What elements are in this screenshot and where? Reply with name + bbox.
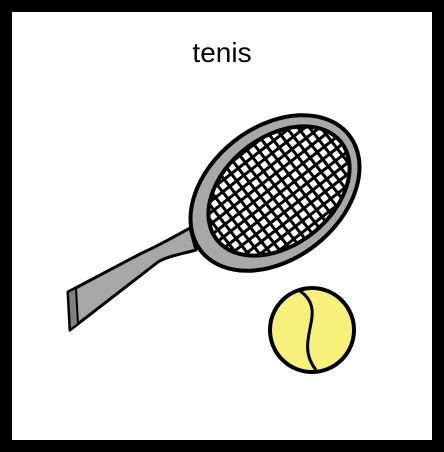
ball-seam xyxy=(299,289,318,371)
racket-handle xyxy=(66,226,198,332)
racket-grip-end xyxy=(66,286,80,332)
racket-inner-frame xyxy=(206,124,352,258)
tennis-racket-icon xyxy=(66,99,375,332)
card-label: tenis xyxy=(192,37,252,68)
tennis-ball-icon xyxy=(268,286,356,374)
ball-body xyxy=(268,286,356,374)
